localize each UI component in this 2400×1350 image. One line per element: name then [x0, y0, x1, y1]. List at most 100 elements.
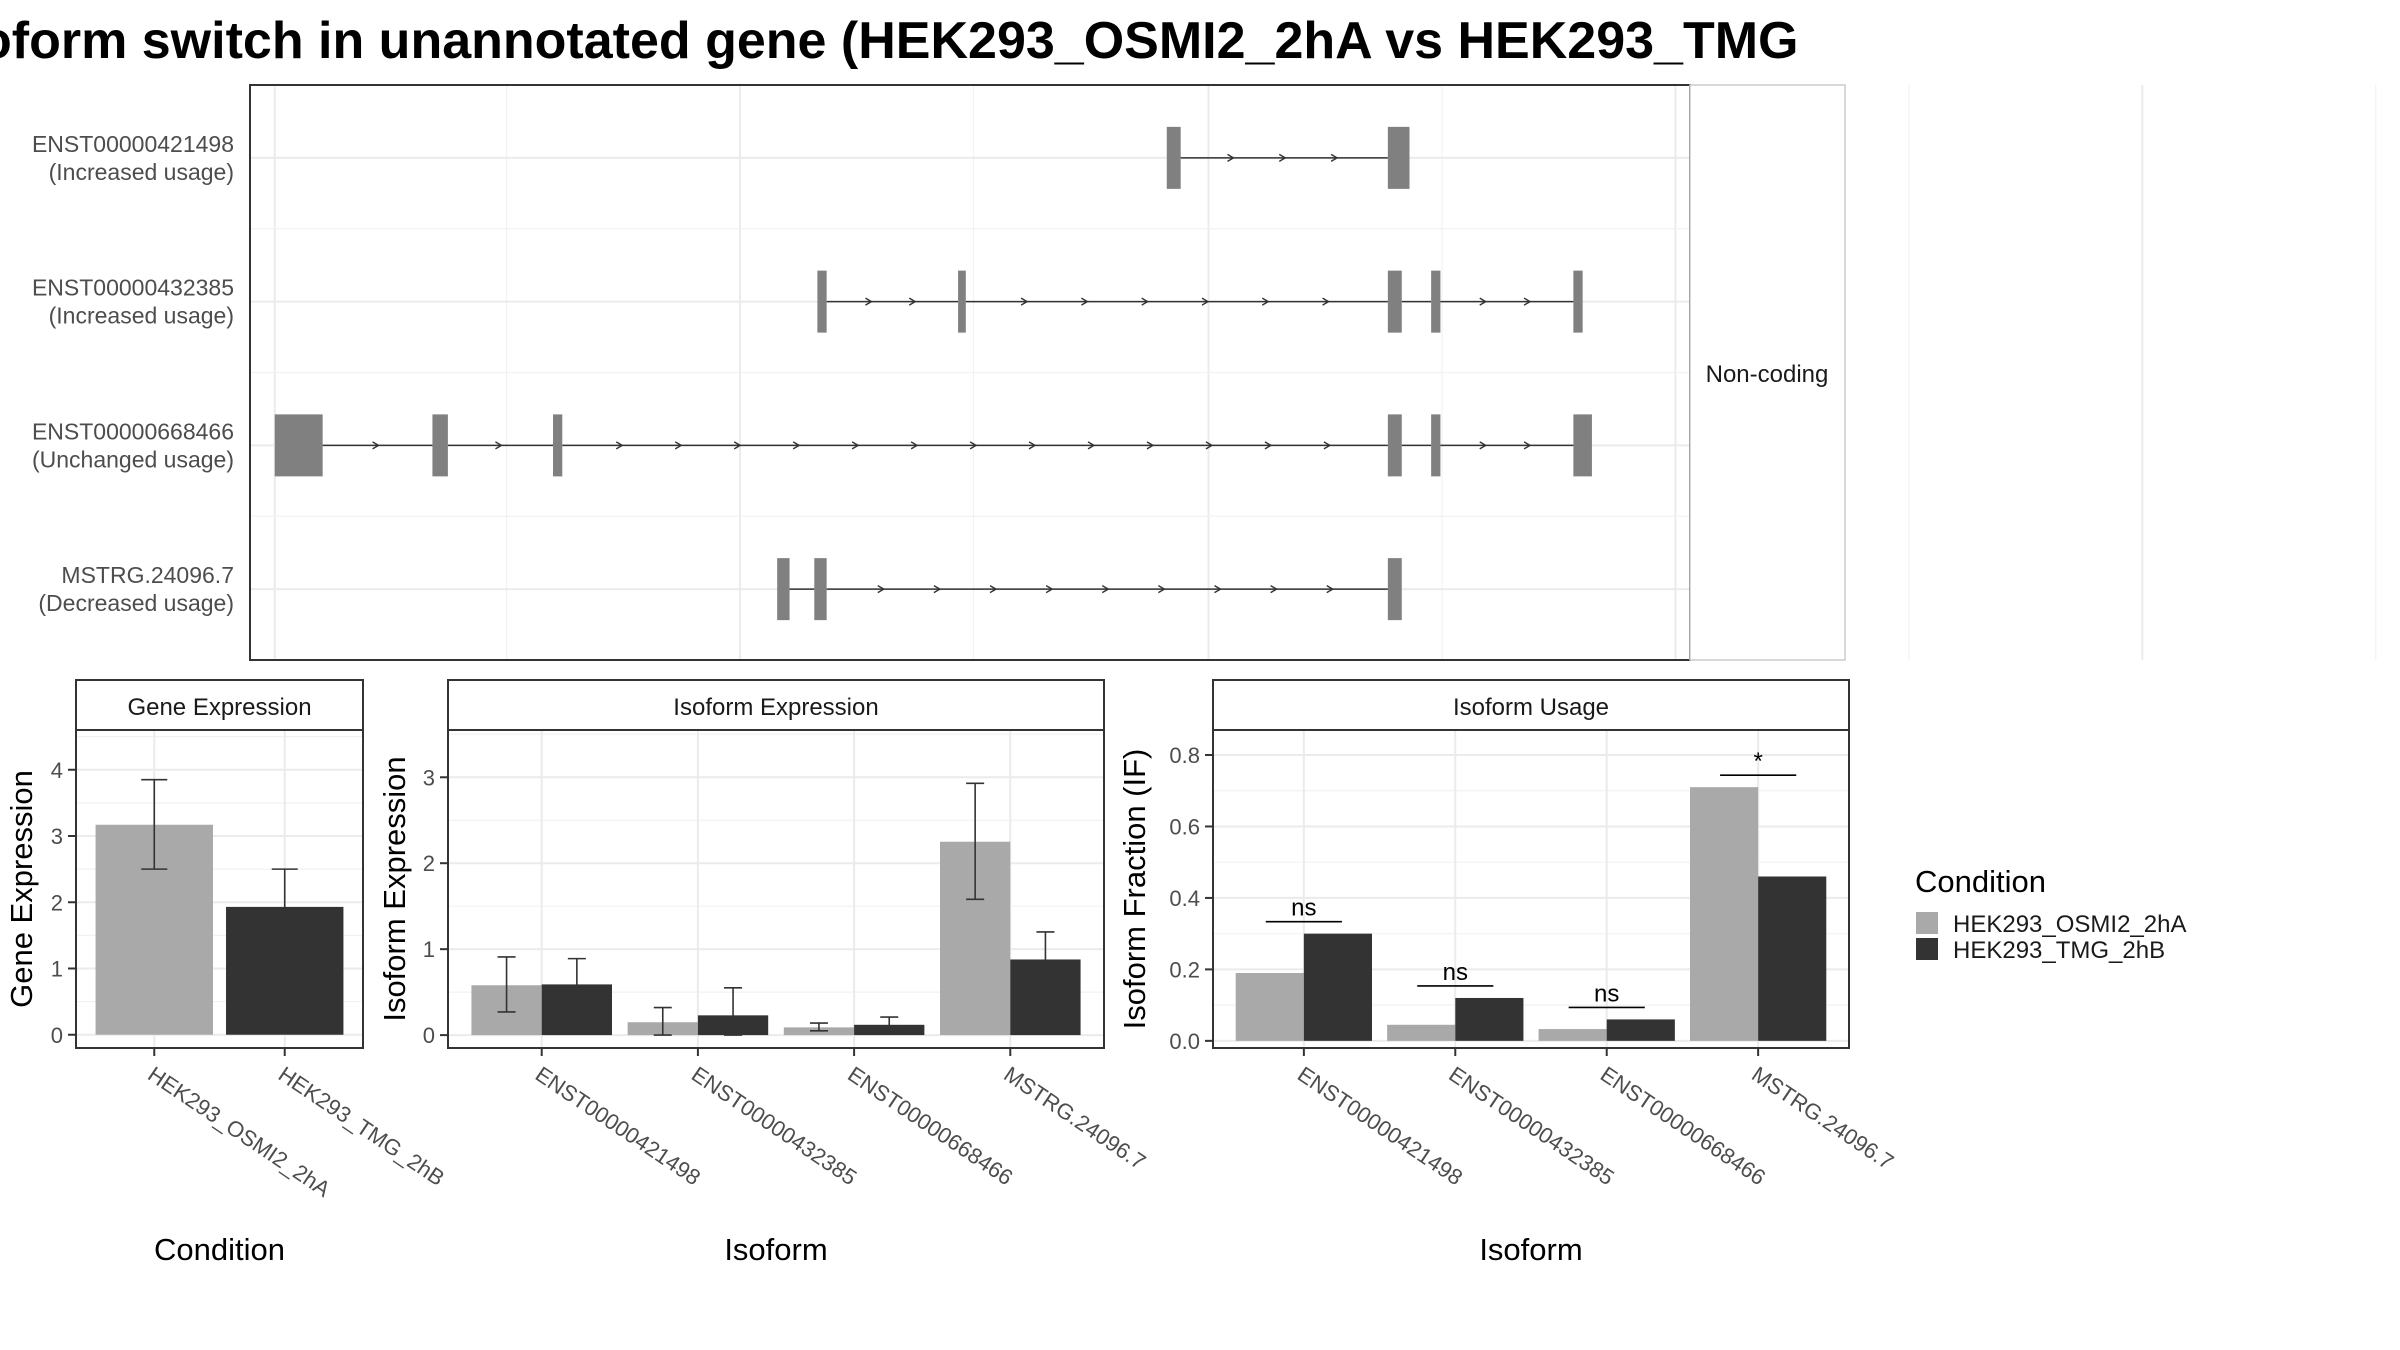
isoform-usage-x-tick-label: ENST00000421498: [1293, 1061, 1467, 1190]
intron-arrow: [865, 297, 873, 306]
isoform-usage-label: (Decreased usage): [38, 590, 234, 616]
isoform-usage-significance-label: ns: [1291, 895, 1316, 922]
isoform-expression-x-tick-label: ENST00000432385: [687, 1061, 861, 1190]
intron-arrow: [1214, 585, 1222, 594]
legend-label-a: HEK293_OSMI2_2hA: [1953, 911, 2186, 938]
intron-arrow: [1323, 441, 1332, 450]
intron-arrow: [1261, 297, 1270, 306]
isoform-expression-x-axis-title: Isoform: [724, 1232, 827, 1267]
isoform-usage-x-tick-label: ENST00000668466: [1596, 1061, 1770, 1190]
exon-block: [1431, 270, 1441, 333]
isoform-name-label: ENST00000421498: [32, 131, 234, 157]
intron-arrow: [1141, 297, 1150, 306]
intron-arrow: [615, 441, 624, 450]
gene-expression-y-tick-label: 2: [51, 890, 63, 915]
intron-arrow: [969, 441, 978, 450]
gene-expression-y-tick-label: 4: [51, 758, 63, 783]
intron-arrow: [933, 585, 942, 594]
isoform-usage-bar: [1690, 787, 1759, 1041]
plot-title: oform switch in unannotated gene (HEK293…: [0, 12, 1798, 70]
intron-arrow: [1523, 441, 1532, 450]
exon-block: [814, 558, 827, 621]
isoform-expression-x-tick-label: MSTRG.24096.7: [999, 1061, 1150, 1174]
intron-arrow: [1045, 585, 1054, 594]
intron-arrow: [1270, 585, 1279, 594]
isoform-usage-label: (Unchanged usage): [32, 446, 234, 472]
isoform-expression-y-tick-label: 1: [423, 937, 435, 962]
intron-arrow: [1087, 441, 1096, 450]
exon-block: [817, 270, 827, 333]
intron-arrow: [792, 441, 801, 450]
exon-block: [777, 558, 790, 621]
isoform-usage-significance-label: ns: [1443, 959, 1468, 986]
intron-arrow: [1278, 153, 1287, 162]
isoform-usage-y-tick-label: 0.8: [1169, 743, 1200, 768]
legend-title: Condition: [1915, 864, 2046, 899]
isoform-usage-y-tick-label: 0.0: [1169, 1029, 1200, 1054]
exon-block: [432, 414, 448, 477]
intron-arrow: [989, 585, 998, 594]
isoform-expression-strip-title: Isoform Expression: [673, 694, 878, 721]
exon-block: [1387, 270, 1402, 333]
transcript-panel: Non-coding ENST00000421498 (Increased usa…: [32, 84, 2377, 661]
transcript-track: [1166, 126, 1410, 189]
isoform-usage-label: (Increased usage): [49, 303, 234, 329]
legend: Condition HEK293_OSMI2_2hA HEK293_TMG_2h…: [1915, 864, 2186, 964]
intron-arrow: [1322, 297, 1330, 306]
transcript-track: [777, 558, 1402, 621]
exon-block: [1387, 126, 1410, 189]
exon-block: [1573, 270, 1583, 333]
exon-block: [1387, 558, 1402, 621]
gene-expression-strip: [75, 679, 364, 731]
exon-block: [274, 414, 323, 477]
intron-arrow: [1479, 297, 1488, 306]
intron-arrow: [1158, 585, 1166, 594]
transcript-strip: [1689, 84, 1846, 661]
isoform-usage-strip: [1212, 679, 1850, 731]
isoform-expression-x-tick-label: ENST00000421498: [531, 1061, 705, 1190]
intron-arrow: [1101, 585, 1110, 594]
isoform-usage-bar: [1303, 933, 1372, 1041]
intron-arrow: [1146, 441, 1155, 450]
intron-arrow: [1227, 153, 1235, 162]
isoform-usage-bar: [1387, 1024, 1456, 1041]
intron-arrow: [1326, 585, 1335, 594]
gene-expression-x-axis-title: Condition: [154, 1232, 285, 1267]
isoform-name-label: ENST00000668466: [32, 418, 234, 444]
exon-block: [958, 270, 966, 333]
isoform-usage-significance-label: *: [1753, 748, 1762, 775]
exon-block: [1387, 414, 1402, 477]
isoform-usage-x-tick-label: MSTRG.24096.7: [1747, 1061, 1898, 1174]
gene-expression-y-axis-title: Gene Expression: [4, 770, 39, 1008]
intron-arrow: [910, 441, 919, 450]
transcript-strip-label: Non-coding: [1706, 361, 1829, 388]
legend-swatch-b: [1916, 938, 1938, 960]
isoform-usage-y-tick-label: 0.4: [1169, 886, 1200, 911]
intron-arrow: [1205, 441, 1214, 450]
isoform-usage-panel: ns ns ns * Isoform Usage 0.0 0.2 0.4 0.6 0.8 ENST0…: [1117, 679, 1898, 1267]
isoform-usage-bar: [1235, 972, 1304, 1041]
exon-block: [553, 414, 563, 477]
legend-label-b: HEK293_TMG_2hB: [1953, 937, 2165, 964]
isoform-usage-bar: [1538, 1029, 1607, 1041]
intron-arrow: [1523, 297, 1532, 306]
intron-arrow: [733, 441, 742, 450]
intron-arrow: [372, 441, 380, 450]
isoform-name-label: ENST00000432385: [32, 275, 234, 301]
intron-arrow: [1201, 297, 1210, 306]
isoform-expression-x-tick-label: ENST00000668466: [843, 1061, 1017, 1190]
intron-arrow: [1479, 441, 1488, 450]
intron-arrow: [1330, 153, 1339, 162]
exon-block: [1431, 414, 1441, 477]
intron-arrow: [674, 441, 683, 450]
isoform-usage-bar: [1606, 1019, 1675, 1041]
gene-expression-y-tick-label: 3: [51, 824, 63, 849]
isoform-expression-strip: [447, 679, 1105, 731]
isoform-expression-y-tick-label: 2: [423, 851, 435, 876]
intron-arrow: [1081, 297, 1089, 306]
gene-expression-y-tick-label: 0: [51, 1023, 63, 1048]
intron-arrow: [495, 441, 503, 450]
isoform-expression-panel: Isoform Expression0123ENST00000421498ENS…: [377, 679, 1150, 1267]
intron-arrow: [877, 585, 886, 594]
